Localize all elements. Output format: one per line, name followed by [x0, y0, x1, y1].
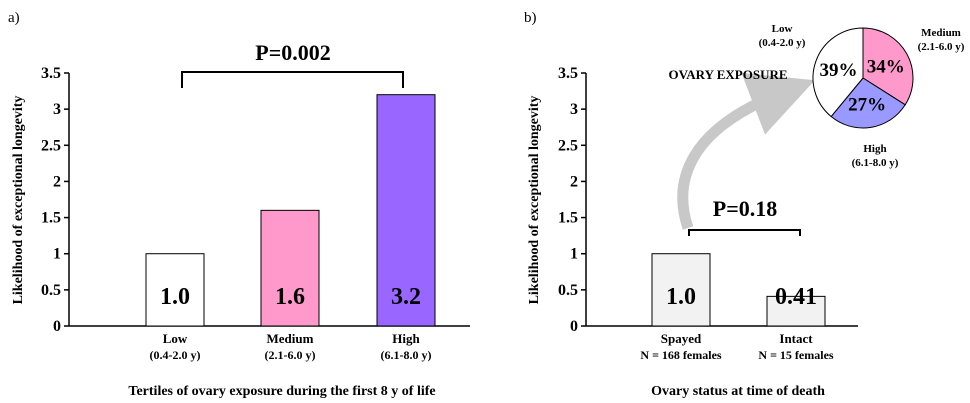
chart-b-bar-intact: [766, 295, 826, 327]
chart-a-y-tick-label: 2: [53, 173, 61, 190]
chart-b-x-axis-title: Ovary status at time of death: [651, 384, 825, 399]
chart-a-bar-low: [145, 253, 205, 327]
chart-b-y-tick-label: 0: [570, 318, 578, 335]
chart-a-category-sublabel: (6.1-8.0 y): [381, 348, 432, 362]
chart-b-significance-bracket: [688, 229, 801, 236]
pie-percent-label-low: 39%: [820, 60, 858, 81]
chart-b-y-tick-label: 1: [570, 246, 578, 263]
chart-a-y-axis-title: Likelihood of exceptional longevity: [11, 96, 26, 305]
chart-a-y-tick-label: 1: [53, 246, 61, 263]
chart-b-bar-spayed: [651, 253, 711, 327]
pie-label-high: High: [863, 143, 886, 155]
chart-a-category-label: Low: [163, 331, 188, 346]
chart-a-y-tick-label: 1.5: [41, 210, 61, 227]
chart-a-significance-bracket: [181, 71, 404, 88]
pie-percent-label-medium: 34%: [867, 56, 905, 77]
chart-a: 0 0.5 1 1.5 2 2.5 3 3.5 1.0 Low (0.4-2.0 y) 1.6 Medi…: [41, 65, 470, 362]
chart-b-y-tick-label: 0.5: [558, 282, 578, 299]
chart-b-category-sublabel: N = 168 females: [640, 348, 721, 362]
chart-a-category-sublabel: (0.4-2.0 y): [150, 348, 201, 362]
pie-slice-high: [830, 77, 906, 129]
chart-a-y-tick-label: 3.5: [41, 65, 61, 82]
chart-a-category-label: Medium: [267, 331, 314, 346]
chart-b-y-tick-label: 2: [570, 173, 578, 190]
chart-a-category-label: High: [392, 331, 420, 346]
chart-b-category-label: Spayed: [661, 331, 702, 346]
chart-a-x-axis-title: Tertiles of ovary exposure during the fi…: [128, 384, 435, 399]
chart-a-y-tick-label: 2.5: [41, 137, 61, 154]
chart-b-p-value: P=0.18: [713, 196, 777, 221]
chart-b-y-tick-label: 2.5: [558, 137, 578, 154]
pie-slice-low: [812, 27, 864, 118]
pie-title: OVARY EXPOSURE: [668, 67, 787, 82]
pie-percent-label-high: 27%: [848, 95, 886, 116]
chart-a-bar-medium: [260, 209, 320, 327]
chart-b-y-axis-title: Likelihood of exceptional longevity: [527, 96, 542, 305]
chart-a-p-value: P=0.002: [255, 40, 330, 65]
pie-sublabel-medium: (2.1-6.0 y): [918, 41, 965, 53]
chart-b: 0 0.5 1 1.5 2 2.5 3 3.5 1.0 Spayed N = 168 females…: [558, 65, 858, 362]
chart-a-data-label: 1.6: [275, 284, 305, 310]
chart-b-data-label: 0.41: [775, 284, 817, 310]
chart-b-y-tick-label: 3.5: [558, 65, 578, 82]
chart-a-y-tick-label: 0.5: [41, 282, 61, 299]
curved-arrow: [677, 73, 815, 230]
chart-b-y-tick-label: 3: [570, 101, 578, 118]
panel-label-b: b): [524, 10, 537, 26]
chart-a-data-label: 1.0: [160, 284, 190, 310]
pie-sublabel-low: (0.4-2.0 y): [759, 37, 806, 49]
chart-a-y-tick-label: 0: [53, 318, 61, 335]
pie-chart: 34% 27% 39%: [812, 27, 914, 129]
chart-b-category-sublabel: N = 15 females: [758, 348, 833, 362]
chart-b-y-tick-label: 1.5: [558, 210, 578, 227]
chart-b-data-label: 1.0: [666, 284, 696, 310]
pie-label-low: Low: [772, 23, 793, 35]
chart-a-y-tick-label: 3: [53, 101, 61, 118]
chart-a-data-label: 3.2: [391, 284, 421, 310]
chart-a-category-sublabel: (2.1-6.0 y): [265, 348, 316, 362]
pie-label-medium: Medium: [921, 27, 961, 39]
pie-sublabel-high: (6.1-8.0 y): [852, 157, 899, 169]
chart-b-category-label: Intact: [779, 331, 813, 346]
panel-label-a: a): [8, 10, 20, 26]
chart-a-bar-high: [376, 94, 436, 327]
